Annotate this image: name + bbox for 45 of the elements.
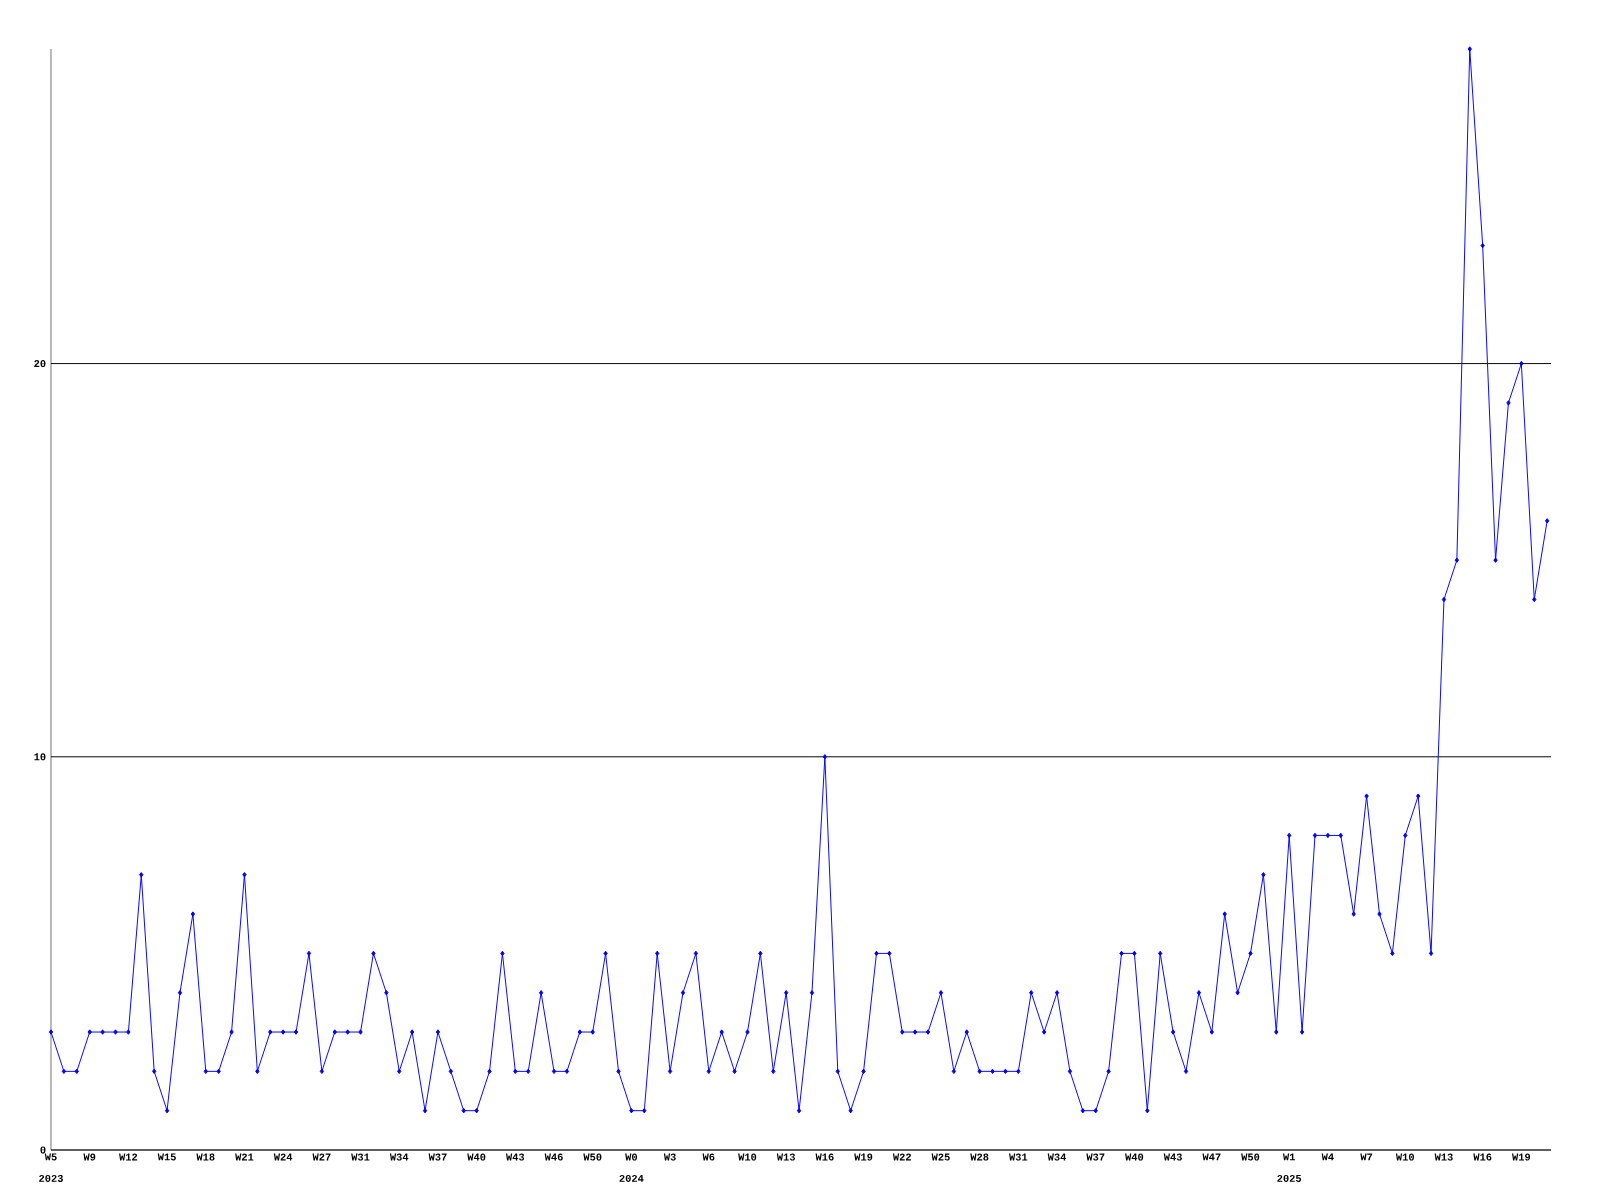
- x-tick-label: W5: [44, 1153, 57, 1161]
- x-tick-label: W34: [1047, 1153, 1067, 1161]
- x-tick-label: W28: [970, 1153, 989, 1161]
- x-tick-label: W10: [738, 1153, 757, 1161]
- x-tick-label: W6: [702, 1153, 715, 1161]
- x-tick-label: W37: [1086, 1153, 1105, 1161]
- x-tick-label: W16: [1473, 1153, 1492, 1161]
- x-tick-label: W50: [583, 1153, 602, 1161]
- x-tick-label: W37: [428, 1153, 447, 1161]
- x-tick-label: W22: [892, 1153, 911, 1161]
- x-tick-label: W40: [1125, 1153, 1144, 1161]
- x-tick-label: W24: [273, 1153, 293, 1161]
- x-tick-label: W40: [467, 1153, 486, 1161]
- text: 2023: [39, 1174, 63, 1182]
- x-tick-label: W34: [389, 1153, 409, 1161]
- x-tick-label: W16: [815, 1153, 834, 1161]
- x-tick-label: W9: [83, 1153, 96, 1161]
- x-tick-label: W18: [196, 1153, 215, 1161]
- x-tick-label: W46: [544, 1153, 563, 1161]
- text: 2024: [619, 1174, 644, 1182]
- x-tick-label: W7: [1360, 1153, 1373, 1161]
- x-tick-label: W19: [1512, 1153, 1531, 1161]
- x-tick-label: W13: [776, 1153, 795, 1161]
- x-tick-label: W21: [235, 1153, 254, 1161]
- x-tick-label: W13: [1434, 1153, 1453, 1161]
- x-tick-label: W31: [1008, 1153, 1028, 1161]
- y-tick-label: 0: [40, 1146, 46, 1154]
- x-tick-label: W47: [1202, 1153, 1221, 1161]
- x-tick-label: W27: [312, 1153, 331, 1161]
- x-tick-label: W10: [1395, 1153, 1414, 1161]
- x-tick-label: W4: [1321, 1153, 1334, 1161]
- x-tick-label: W31: [351, 1153, 370, 1161]
- x-tick-label: W43: [505, 1153, 525, 1161]
- x-tick-label: W50: [1241, 1153, 1260, 1161]
- y-tick-label: 20: [34, 360, 46, 368]
- x-tick-label: W19: [854, 1153, 873, 1161]
- x-tick-label: W15: [157, 1153, 176, 1161]
- x-tick-label: W43: [1163, 1153, 1182, 1161]
- x-tick-label: W3: [663, 1153, 676, 1161]
- x-tick-label: W1: [1282, 1153, 1295, 1161]
- x-tick-label: W25: [931, 1153, 950, 1161]
- y-tick-label: 10: [34, 753, 46, 761]
- x-tick-label: W12: [119, 1153, 138, 1161]
- x-tick-label: W0: [625, 1153, 638, 1161]
- text: 2025: [1277, 1174, 1302, 1182]
